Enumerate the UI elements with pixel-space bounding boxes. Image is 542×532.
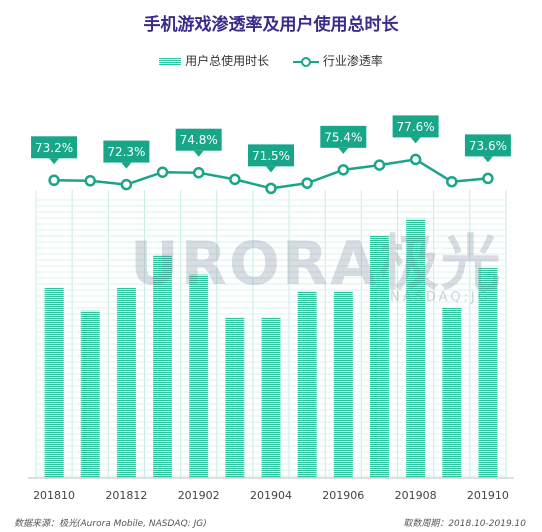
watermark-sub: NASDAQ:JG (390, 290, 491, 305)
data-label-box (392, 115, 439, 138)
data-label-box (464, 134, 511, 157)
x-tick-label-201902: 201902 (178, 489, 220, 502)
line-point-201812 (120, 178, 133, 191)
x-tick-label-201904: 201904 (250, 489, 292, 502)
bar-201902 (189, 274, 209, 478)
bar-201904 (261, 317, 281, 478)
x-axis-ticks: 201810 201812 201902 201904 201906 201908 2019… (33, 489, 509, 502)
legend-line-label: 行业渗透率 (322, 54, 383, 68)
data-label-201910: 73.6% (469, 139, 507, 153)
x-tick-label-201812: 201812 (105, 489, 147, 502)
legend-bar-swatch (159, 57, 182, 66)
data-label-box (103, 140, 150, 163)
bar-201901 (153, 254, 173, 478)
line-point-201910 (482, 172, 494, 185)
data-label-201810: 73.2% (35, 141, 73, 155)
bar-201811 (80, 310, 100, 478)
x-tick-label-201910: 201910 (467, 489, 509, 502)
line-point-201909 (446, 175, 458, 188)
line-point-201810 (48, 174, 60, 187)
data-labels: 73.2% 72.3% 74.8% 71.5% 75.4% 77.6% 73.6% (31, 115, 511, 173)
data-label-pointer (193, 150, 204, 157)
legend-item-line: 行业渗透率 (292, 52, 383, 69)
watermark-logo: URORA极光 (130, 229, 503, 299)
data-label-pointer (338, 147, 349, 154)
legend-item-bar: 用户总使用时长 (159, 52, 269, 69)
data-label-201908: 77.6% (397, 120, 435, 134)
bar-201906 (333, 291, 353, 478)
bar-201905 (297, 291, 317, 478)
x-tick-label-201908: 201908 (395, 489, 437, 502)
data-label-box (175, 128, 222, 151)
data-label-pointer (49, 158, 60, 165)
line-point-201903 (229, 173, 241, 186)
legend: 用户总使用时长 行业渗透率 (0, 52, 542, 69)
bar-201910 (478, 268, 498, 478)
line-point-201905 (301, 177, 313, 189)
bar-201909 (442, 307, 462, 478)
x-tick-label-201810: 201810 (33, 489, 75, 502)
data-label-201902: 74.8% (180, 133, 218, 147)
data-label-box (31, 136, 78, 159)
data-label-201906: 75.4% (324, 130, 362, 144)
bar-201907 (369, 235, 389, 478)
data-label-201904: 71.5% (252, 149, 290, 163)
line-point-201906 (337, 164, 350, 176)
bar-201812 (116, 287, 136, 478)
bar-201908 (406, 218, 426, 478)
bar-201903 (225, 317, 245, 478)
legend-bar-label: 用户总使用时长 (185, 54, 270, 68)
line-point-201907 (373, 159, 386, 171)
line-point-201908 (409, 153, 422, 166)
line-point-201904 (265, 182, 277, 195)
line-series (48, 153, 494, 195)
line-point-201901 (156, 166, 169, 178)
line-point-201811 (84, 175, 96, 187)
data-label-pointer (121, 162, 132, 169)
x-tick-label-201906: 201906 (322, 489, 364, 502)
data-label-pointer (482, 156, 493, 163)
line-point-201902 (192, 166, 205, 179)
data-label-box (248, 144, 294, 167)
bar-series (44, 218, 498, 478)
data-label-201812: 72.3% (107, 145, 145, 159)
bar-201810 (44, 287, 64, 478)
data-label-pointer (266, 166, 276, 173)
legend-line-swatch (292, 56, 319, 67)
chart-title: 手机游戏渗透率及用户使用总时长 (143, 15, 399, 35)
footer-source: 数据来源：极光(Aurora Mobile, NASDAQ: JG) (14, 519, 207, 529)
data-label-pointer (410, 137, 421, 144)
footer-period: 取数周期：2018.10-2019.10 (403, 519, 526, 529)
data-label-box (320, 125, 367, 148)
